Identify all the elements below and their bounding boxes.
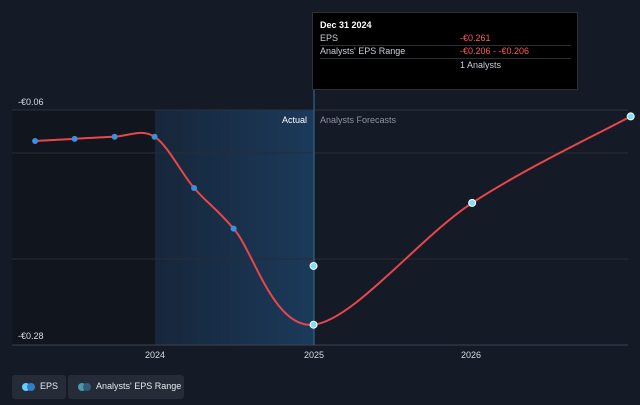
data-points: [32, 112, 635, 329]
eps-point-5[interactable]: [230, 225, 237, 232]
range-legend-icon: [78, 383, 92, 391]
y-tick-label-bottom: -€0.28: [18, 331, 44, 341]
actual-label: Actual: [282, 115, 307, 125]
legend-range-label: Analysts' EPS Range: [96, 381, 182, 391]
past-shade: [12, 110, 155, 345]
tooltip-range-label: Analysts' EPS Range: [320, 46, 406, 56]
analyst-range-point-0[interactable]: [309, 261, 318, 270]
forecast-label: Analysts Forecasts: [320, 115, 397, 125]
tooltip-range-value: -€0.206 - -€0.206: [460, 46, 530, 56]
eps-point-7[interactable]: [468, 198, 477, 207]
tooltip-eps-label: EPS: [320, 33, 339, 43]
tooltip-analysts-count: 1 Analysts: [460, 60, 502, 70]
eps-point-0[interactable]: [32, 137, 39, 144]
eps-point-8[interactable]: [626, 112, 635, 121]
x-tick-label-2025: 2025: [304, 350, 324, 360]
eps-point-6[interactable]: [309, 320, 318, 329]
tooltip-date: Dec 31 2024: [320, 20, 372, 30]
eps-point-2[interactable]: [111, 133, 118, 140]
tooltip-eps-row: EPS -€0.261: [320, 32, 571, 46]
eps-point-4[interactable]: [191, 184, 198, 191]
eps-legend-icon: [22, 383, 36, 391]
x-tick-label-2024: 2024: [145, 350, 165, 360]
tooltip: Dec 31 2024 EPS -€0.261 Analysts' EPS Ra…: [312, 12, 578, 90]
legend-analysts-range[interactable]: Analysts' EPS Range: [68, 375, 184, 399]
y-tick-label-top: -€0.06: [18, 97, 44, 107]
tooltip-range-row: Analysts' EPS Range -€0.206 - -€0.206: [320, 45, 571, 59]
eps-point-3[interactable]: [151, 133, 158, 140]
eps-point-1[interactable]: [71, 135, 78, 142]
legend-eps-label: EPS: [40, 381, 59, 391]
legend-eps[interactable]: EPS: [12, 375, 66, 399]
tooltip-eps-value: -€0.261: [460, 33, 491, 43]
x-tick-label-2026: 2026: [461, 350, 481, 360]
